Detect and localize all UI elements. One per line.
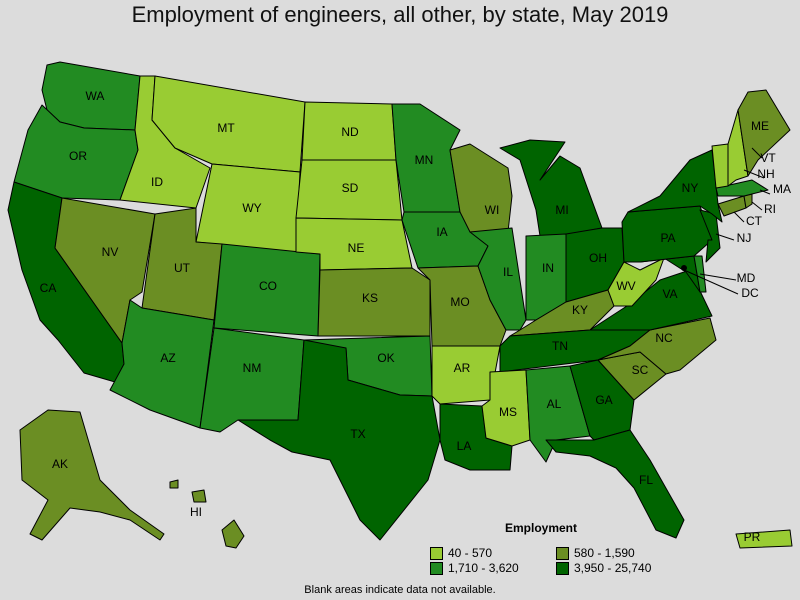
ri-leader <box>751 201 763 211</box>
footnote: Blank areas indicate data not available. <box>304 584 496 596</box>
state-CT[interactable] <box>717 195 747 217</box>
state-AZ[interactable] <box>109 299 215 429</box>
ct-leader <box>733 211 745 223</box>
state-label-SD: SD <box>342 181 359 195</box>
state-label-MI: MI <box>555 203 568 217</box>
legend-item-2: 580 - 1,590 <box>556 546 635 560</box>
state-label-CT: CT <box>746 214 763 228</box>
state-label-LA: LA <box>457 439 472 453</box>
state-label-IA: IA <box>436 225 447 239</box>
state-label-VT: VT <box>760 151 776 165</box>
state-label-AR: AR <box>454 361 471 375</box>
state-label-IN: IN <box>542 261 554 275</box>
state-WV[interactable] <box>607 257 665 307</box>
state-label-NH: NH <box>757 167 774 181</box>
state-label-PR: PR <box>744 530 761 544</box>
state-TX[interactable] <box>237 339 441 541</box>
state-label-OH: OH <box>589 251 607 265</box>
state-label-MN: MN <box>415 153 434 167</box>
state-label-ND: ND <box>341 125 359 139</box>
state-IL[interactable] <box>469 227 527 331</box>
legend-item-4: 3,950 - 25,740 <box>556 561 651 575</box>
state-PR[interactable] <box>735 529 793 549</box>
state-label-MD: MD <box>737 271 756 285</box>
vt-leader <box>751 147 763 159</box>
nh-leader <box>743 169 765 179</box>
state-label-NY: NY <box>682 181 699 195</box>
state-label-WA: WA <box>86 89 105 103</box>
state-ME[interactable] <box>737 89 791 177</box>
state-NH[interactable] <box>727 109 749 187</box>
state-label-AZ: AZ <box>160 351 175 365</box>
state-label-AK: AK <box>52 457 68 471</box>
state-label-SC: SC <box>632 363 649 377</box>
state-label-OK: OK <box>377 351 394 365</box>
state-label-MA: MA <box>773 182 791 196</box>
legend-label-3: 1,710 - 3,620 <box>448 561 519 575</box>
state-label-WY: WY <box>242 201 261 215</box>
legend-item-3: 1,710 - 3,620 <box>430 561 519 575</box>
state-label-IL: IL <box>503 265 513 279</box>
dc-leader <box>683 269 739 295</box>
state-label-NM: NM <box>243 361 262 375</box>
state-KS[interactable] <box>317 267 431 337</box>
legend-swatch-1 <box>430 546 443 560</box>
state-NM[interactable] <box>199 327 305 433</box>
state-WI[interactable] <box>449 143 513 233</box>
dc-marker <box>681 265 687 271</box>
state-label-MO: MO <box>450 295 469 309</box>
md-leader <box>699 273 737 281</box>
state-label-OR: OR <box>69 149 87 163</box>
state-label-FL: FL <box>639 473 653 487</box>
state-label-TN: TN <box>552 339 568 353</box>
legend-swatch-3 <box>430 561 443 575</box>
state-label-WI: WI <box>485 203 500 217</box>
state-label-CO: CO <box>259 279 277 293</box>
state-label-WV: WV <box>616 279 635 293</box>
state-label-NE: NE <box>348 241 365 255</box>
legend-item-1: 40 - 570 <box>430 546 492 560</box>
state-HI-islands[interactable] <box>169 479 179 489</box>
state-label-RI: RI <box>764 202 776 216</box>
state-AK[interactable] <box>19 409 165 541</box>
state-label-KY: KY <box>572 303 588 317</box>
state-HI[interactable] <box>221 519 245 549</box>
state-AR[interactable] <box>431 345 501 405</box>
legend-label-1: 40 - 570 <box>448 546 493 560</box>
state-MI[interactable] <box>499 139 603 237</box>
state-label-VA: VA <box>662 287 677 301</box>
legend-label-4: 3,950 - 25,740 <box>574 561 652 575</box>
state-label-ME: ME <box>751 119 769 133</box>
state-HI-islands-2[interactable] <box>191 489 207 503</box>
legend-title: Employment <box>505 521 578 535</box>
state-NC[interactable] <box>597 317 717 375</box>
state-label-KS: KS <box>362 291 378 305</box>
nj-leader <box>715 233 735 241</box>
legend-swatch-2 <box>556 546 569 560</box>
legend-label-2: 580 - 1,590 <box>574 546 635 560</box>
state-label-TX: TX <box>350 427 365 441</box>
state-label-ID: ID <box>151 175 163 189</box>
state-FL[interactable] <box>545 429 685 539</box>
state-label-GA: GA <box>595 393 612 407</box>
state-MA[interactable] <box>715 179 769 197</box>
state-label-DC: DC <box>741 286 759 300</box>
state-label-UT: UT <box>174 261 191 275</box>
state-label-CA: CA <box>40 281 57 295</box>
state-label-MS: MS <box>499 405 517 419</box>
legend-swatch-4 <box>556 561 569 575</box>
state-label-PA: PA <box>660 231 675 245</box>
state-label-NV: NV <box>102 245 119 259</box>
ma-leader <box>759 189 771 195</box>
state-label-NC: NC <box>655 331 673 345</box>
state-label-NJ: NJ <box>737 231 752 245</box>
map-title: Employment of engineers, all other, by s… <box>131 2 669 27</box>
state-label-HI: HI <box>190 505 202 519</box>
state-label-AL: AL <box>547 397 562 411</box>
state-label-MT: MT <box>217 121 235 135</box>
